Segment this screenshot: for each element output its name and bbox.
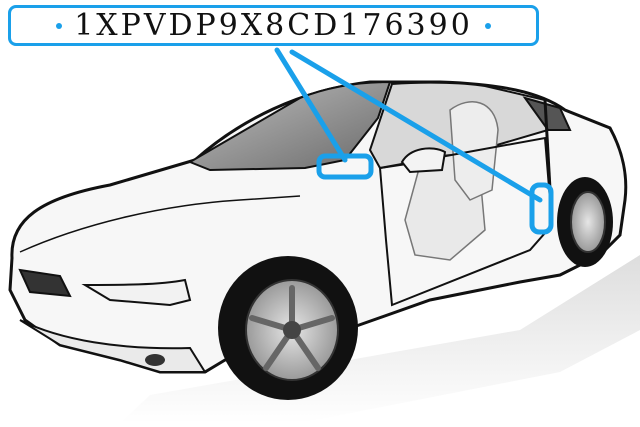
vin-label-dot-left	[56, 22, 63, 29]
door-outline	[378, 136, 554, 307]
rear-rim	[570, 191, 606, 253]
vin-label: 1XPVDP9X8CD176390	[8, 5, 539, 46]
hood-line	[19, 195, 301, 253]
vin-label-dot-right	[484, 22, 491, 29]
vin-number: 1XPVDP9X8CD176390	[74, 7, 473, 43]
dashboard-vin-marker	[316, 153, 374, 180]
pointer-line-dashboard	[274, 47, 348, 163]
door-jamb-vin-marker	[529, 182, 554, 235]
pointer-line-door	[289, 49, 543, 203]
headlight	[81, 278, 192, 307]
front-hub	[283, 321, 301, 339]
rear-window	[522, 96, 572, 131]
front-grille	[18, 268, 72, 298]
side-mirror	[400, 147, 447, 174]
fog-light	[145, 354, 165, 366]
